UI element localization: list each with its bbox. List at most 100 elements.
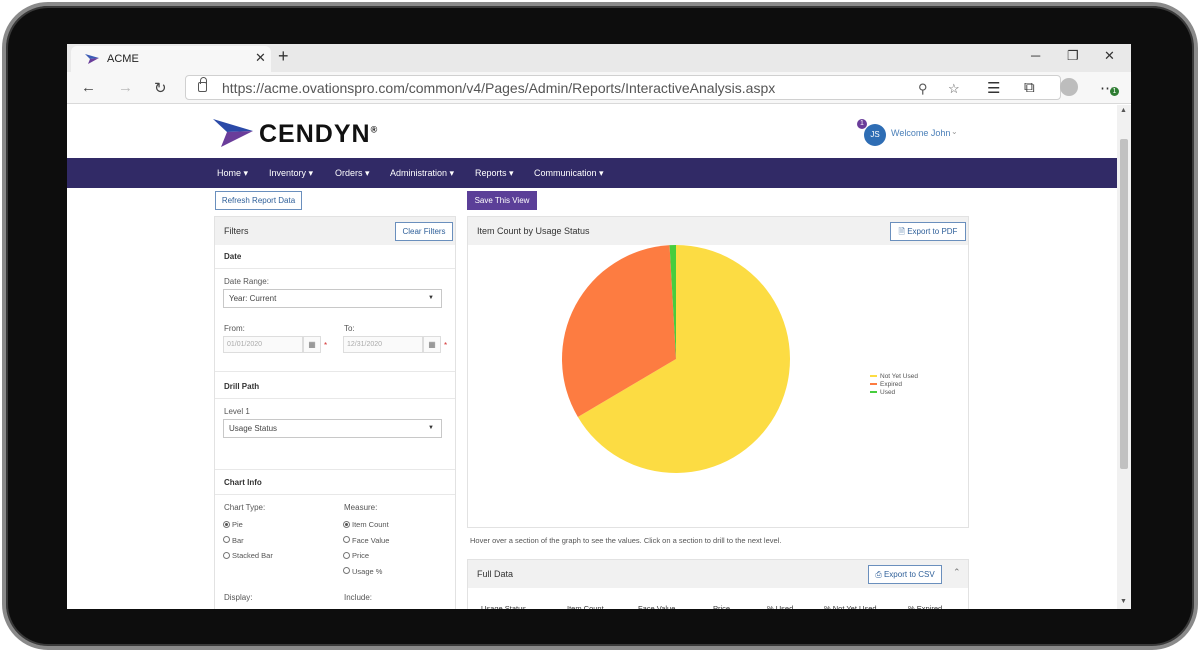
back-icon[interactable]: ← xyxy=(81,79,96,96)
cendyn-logo[interactable]: CENDYN® xyxy=(213,117,403,151)
filters-title: Filters xyxy=(224,226,249,236)
from-label: From: xyxy=(224,324,245,333)
clear-filters-button[interactable]: Clear Filters xyxy=(395,222,453,241)
url-field[interactable]: https://acme.ovationspro.com/common/v4/P… xyxy=(185,75,1061,100)
legend-item[interactable]: Not Yet Used xyxy=(870,373,918,381)
dropdown-caret-icon: ▼ xyxy=(428,295,434,301)
required-marker: * xyxy=(444,341,448,350)
cendyn-favicon-icon xyxy=(85,54,99,64)
to-date-input[interactable]: 12/31/2020 xyxy=(343,336,423,353)
chart-panel: Item Count by Usage Status 🗎 Export to P… xyxy=(467,216,969,528)
scroll-down-icon[interactable]: ▼ xyxy=(1120,598,1127,605)
legend-item[interactable]: Used xyxy=(870,389,918,397)
column-header[interactable]: % Used xyxy=(767,604,794,609)
forward-icon[interactable]: → xyxy=(118,79,133,96)
pie-chart[interactable] xyxy=(468,245,968,527)
pie-slice-used[interactable] xyxy=(669,245,676,359)
radio-dot-icon xyxy=(223,520,230,528)
main-nav: Home ▾ Inventory ▾ Orders ▾ Administration … xyxy=(67,158,1117,188)
browser-tab[interactable]: ACME ✕ xyxy=(71,46,271,72)
save-view-button[interactable]: Save This View xyxy=(467,191,537,210)
calendar-icon[interactable]: ▦ xyxy=(423,336,441,353)
radio-stackedbar[interactable]: Stacked Bar xyxy=(223,551,273,560)
chart-legend: Not Yet Used Expired Used xyxy=(870,373,918,397)
chevron-down-icon[interactable]: ⌄ xyxy=(951,127,958,136)
chart-hint: Hover over a section of the graph to see… xyxy=(470,536,782,545)
tab-bar: ACME ✕ + ─ ❐ ✕ xyxy=(67,44,1131,72)
radio-price[interactable]: Price xyxy=(343,551,369,560)
notification-badge[interactable]: 1 xyxy=(857,119,867,129)
column-header[interactable]: Item Count xyxy=(567,604,604,609)
page-scrollbar[interactable]: ▲ ▼ xyxy=(1117,105,1131,609)
nav-item-administration[interactable]: Administration ▾ xyxy=(390,168,455,178)
radio-itemcount[interactable]: Item Count xyxy=(343,520,389,529)
export-pdf-label: Export to PDF xyxy=(907,227,958,236)
column-header[interactable]: Face Value xyxy=(638,604,676,609)
favorite-star-icon[interactable]: ☆ xyxy=(948,81,960,96)
pie-slice-expired[interactable] xyxy=(562,245,676,418)
close-tab-icon[interactable]: ✕ xyxy=(255,50,266,65)
refresh-report-button[interactable]: Refresh Report Data xyxy=(215,191,302,210)
date-range-label: Date Range: xyxy=(224,277,269,286)
divider xyxy=(215,494,455,495)
filters-panel: Filters Clear Filters Date Date Range: Y… xyxy=(214,216,456,609)
nav-item-communication[interactable]: Communication ▾ xyxy=(534,168,604,178)
nav-item-reports[interactable]: Reports ▾ xyxy=(475,168,514,178)
chart-info-title: Chart Info xyxy=(224,478,262,487)
radio-usage[interactable]: Usage % xyxy=(343,567,382,576)
divider xyxy=(215,469,455,470)
collections-icon[interactable]: ⧉ xyxy=(1024,79,1035,96)
level-1-select[interactable]: Usage Status ▼ xyxy=(223,419,442,438)
profile-avatar-icon[interactable] xyxy=(1060,78,1078,96)
divider xyxy=(215,371,455,372)
scroll-thumb[interactable] xyxy=(1120,139,1128,469)
zoom-icon[interactable]: ⚲ xyxy=(918,81,928,96)
calendar-icon[interactable]: ▦ xyxy=(303,336,321,353)
favorites-list-icon[interactable]: ☰ xyxy=(987,80,1001,97)
radio-bar[interactable]: Bar xyxy=(223,536,244,545)
new-tab-icon[interactable]: + xyxy=(278,46,289,66)
legend-item[interactable]: Expired xyxy=(870,381,918,389)
export-csv-label: Export to CSV xyxy=(883,570,935,579)
date-range-select[interactable]: Year: Current ▼ xyxy=(223,289,442,308)
pie-slice-notyetused[interactable] xyxy=(577,245,790,473)
radio-dot-icon xyxy=(343,567,350,575)
from-date-input[interactable]: 01/01/2020 xyxy=(223,336,303,353)
collapse-chevron-icon[interactable]: ⌃ xyxy=(953,567,961,577)
extension-badge: 1 xyxy=(1110,87,1119,96)
export-csv-button[interactable]: ⎙ Export to CSV xyxy=(868,565,942,584)
radio-dot-icon xyxy=(223,536,230,544)
column-header[interactable]: % Expired xyxy=(908,604,943,609)
radio-label: Face Value xyxy=(352,535,390,545)
export-pdf-button[interactable]: 🗎 Export to PDF xyxy=(890,222,966,241)
nav-item-home[interactable]: Home ▾ xyxy=(217,168,249,178)
divider xyxy=(215,268,455,269)
level-1-label: Level 1 xyxy=(224,407,250,416)
chart-type-label: Chart Type: xyxy=(224,503,266,512)
cendyn-logo-mark-icon xyxy=(213,119,253,147)
full-data-panel: Full Data ⎙ Export to CSV ⌃ Usage Status… xyxy=(467,559,969,609)
level-1-value: Usage Status xyxy=(229,424,278,433)
radio-facevalue[interactable]: Face Value xyxy=(343,536,389,545)
refresh-icon[interactable]: ↻ xyxy=(154,80,167,97)
printer-icon: ⎙ xyxy=(875,570,882,579)
brand-name: CENDYN® xyxy=(259,120,379,148)
radio-label: Usage % xyxy=(352,566,383,576)
restore-icon[interactable]: ❐ xyxy=(1067,48,1079,63)
user-avatar[interactable]: JS xyxy=(864,124,886,146)
column-header[interactable]: % Not Yet Used xyxy=(824,604,877,609)
tab-title: ACME xyxy=(107,53,139,65)
minimize-icon[interactable]: ─ xyxy=(1031,48,1041,63)
column-header[interactable]: Price xyxy=(713,604,731,609)
page: CENDYN® JS 1 Welcome John ⌄ Home ▾ Invent… xyxy=(67,105,1117,609)
nav-item-inventory[interactable]: Inventory ▾ xyxy=(269,168,314,178)
nav-item-orders[interactable]: Orders ▾ xyxy=(335,168,370,178)
divider xyxy=(215,398,455,399)
close-window-icon[interactable]: ✕ xyxy=(1104,48,1115,63)
radio-pie[interactable]: Pie xyxy=(223,520,243,529)
radio-label: Bar xyxy=(232,535,244,545)
column-header[interactable]: Usage Status xyxy=(481,604,527,609)
full-data-header: Full Data ⎙ Export to CSV ⌃ xyxy=(468,560,968,588)
welcome-user-menu[interactable]: Welcome John xyxy=(891,128,951,138)
scroll-up-icon[interactable]: ▲ xyxy=(1120,107,1127,114)
